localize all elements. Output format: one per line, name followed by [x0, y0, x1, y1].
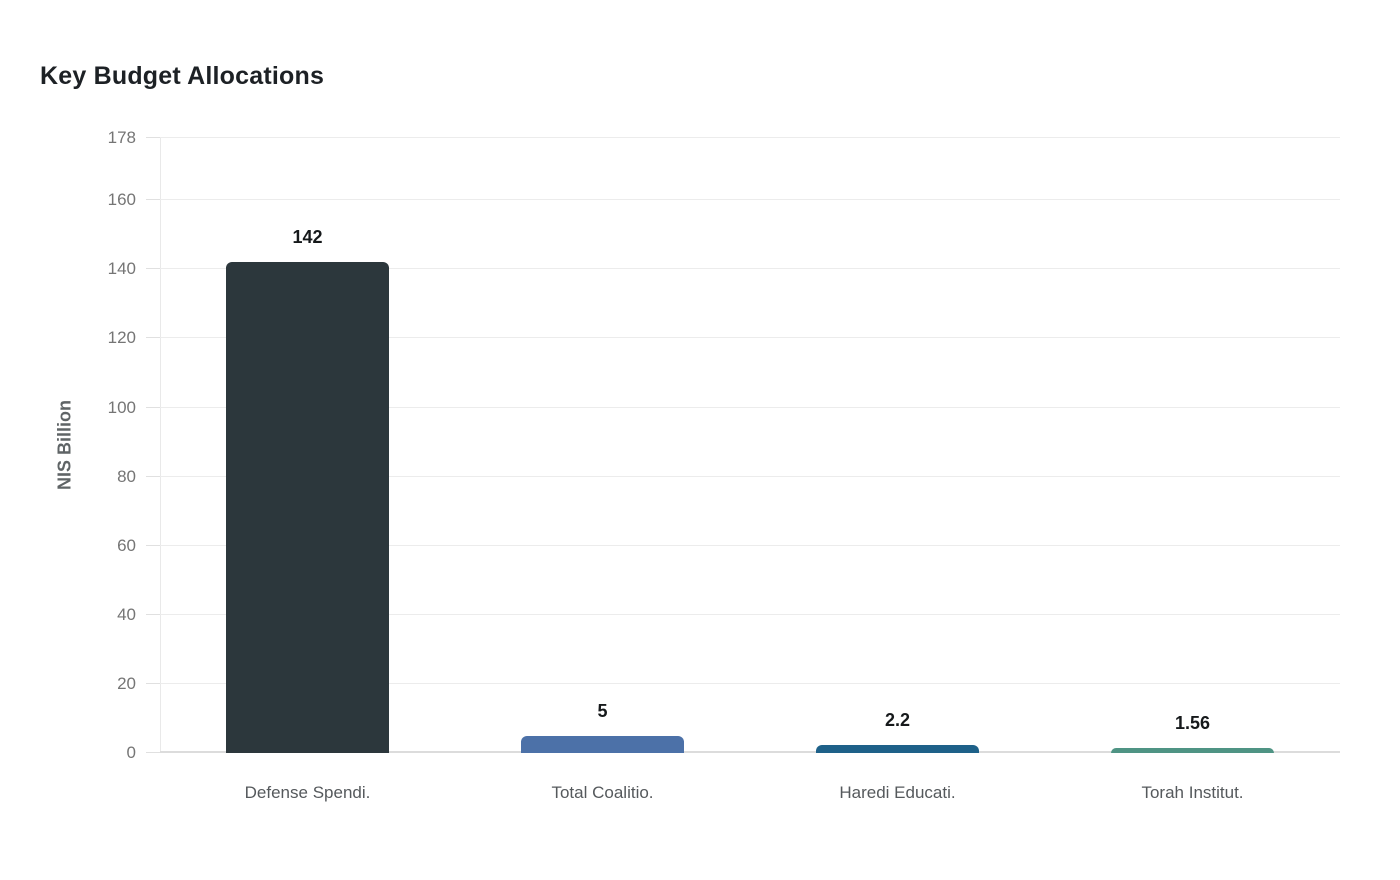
y-tick-label: 20	[117, 673, 136, 693]
gridline	[160, 682, 1340, 684]
bar[interactable]	[226, 262, 389, 753]
bar-value-label: 1.56	[1174, 712, 1211, 733]
y-tick-mark	[146, 613, 160, 615]
x-tick-label: Torah Institut.	[1141, 783, 1244, 802]
gridline	[160, 613, 1340, 615]
y-tick-label: 160	[107, 190, 136, 210]
y-tick-mark	[146, 199, 160, 201]
y-tick-label: 100	[107, 397, 136, 417]
y-tick-label: 80	[117, 466, 136, 486]
y-axis-line	[160, 138, 161, 753]
plot-area: 0 20 40 60 80 100 120 140 160 178 142 Defense Spend…	[108, 128, 1340, 802]
y-tick-mark	[146, 337, 160, 339]
x-tick-label: Defense Spendi.	[244, 783, 371, 802]
bar-value-label: 142	[292, 227, 323, 248]
x-tick-label: Haredi Educati.	[839, 783, 956, 802]
gridline	[160, 137, 1340, 138]
y-tick-label: 120	[107, 328, 136, 348]
bar[interactable]	[1111, 747, 1274, 753]
gridline	[160, 544, 1340, 546]
y-tick-mark	[146, 137, 160, 138]
y-tick-mark	[146, 544, 160, 546]
gridline	[160, 751, 1340, 753]
chart-title: Key Budget Allocations	[40, 62, 325, 90]
y-axis-title: NIS Billion	[54, 400, 75, 490]
y-tick-mark	[146, 406, 160, 408]
y-tick-label: 140	[107, 259, 136, 279]
y-tick-mark	[146, 752, 160, 753]
y-tick-mark	[146, 475, 160, 477]
bar[interactable]	[816, 745, 979, 753]
y-tick-label: 60	[117, 535, 136, 555]
gridline	[160, 337, 1340, 339]
bar-value-label: 5	[597, 700, 608, 721]
gridline	[160, 406, 1340, 408]
y-tick-label: 0	[126, 743, 136, 762]
bar[interactable]	[521, 735, 684, 753]
gridline	[160, 199, 1340, 201]
y-tick-mark	[146, 268, 160, 270]
x-tick-label: Total Coalitio.	[551, 783, 654, 802]
bar-value-label: 2.2	[884, 710, 911, 731]
y-tick-label: 178	[107, 128, 136, 147]
y-tick-label: 40	[117, 604, 136, 624]
gridline	[160, 268, 1340, 270]
y-tick-mark	[146, 682, 160, 684]
gridline	[160, 475, 1340, 477]
